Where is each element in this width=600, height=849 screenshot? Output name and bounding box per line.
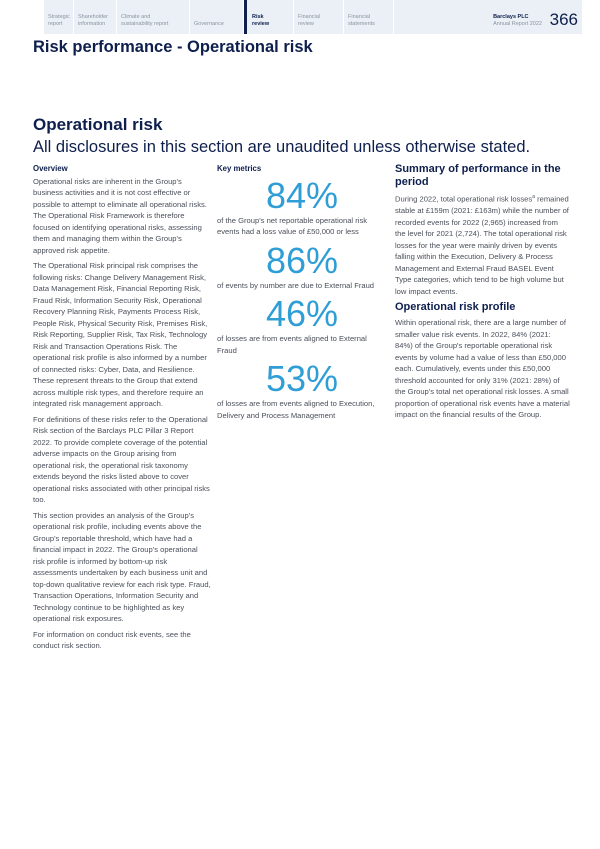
page-number: 366 [549,10,578,29]
nav-financial-review[interactable]: Financial review [294,0,344,34]
summary-column: Summary of performance in the period Dur… [395,163,570,425]
nav-strategic-report[interactable]: Strategic report [44,0,74,34]
metric-text: of losses are from events aligned to Ext… [217,334,367,355]
brand: Barclays PLC Annual Report 2022 [493,14,542,28]
metric-value: 86% [265,239,339,281]
summary-text-start: During 2022, total operational risk loss… [395,194,533,204]
profile-text: Within operational risk, there are a lar… [395,318,570,420]
overview-column: Overview Operational risks are inherent … [33,163,211,656]
overview-paragraph: For definitions of these risks refer to … [33,414,210,505]
overview-paragraph: Operational risks are inherent in the Gr… [33,176,207,255]
nav-governance[interactable]: Governance [190,0,244,34]
metric-text: of the Group's net reportable operationa… [217,215,368,237]
summary-heading: Summary of performance in the period [395,163,561,188]
key-metrics-label: Key metrics [217,164,262,173]
profile-heading: Operational risk profile [395,301,516,314]
footnote-marker: a [532,194,535,200]
metric-text: of events by number are due to External … [217,280,375,290]
metric-value: 84% [265,174,339,216]
nav-climate-report[interactable]: Climate and sustainability report [117,0,190,34]
summary-text: During 2022, total operational risk loss… [395,192,570,297]
nav-risk-review[interactable]: Risk review [244,0,294,34]
summary-text-end: remained stable at £159m (2021: £163m) w… [395,194,569,296]
brand-name: Barclays PLC [493,14,529,20]
overview-label: Overview [33,164,68,173]
overview-paragraph: This section provides an analysis of the… [33,510,211,624]
nav-financial-statements[interactable]: Financial statements [344,0,394,34]
brand-subtitle: Annual Report 2022 [493,21,542,27]
page-title: Risk performance - Operational risk [33,38,313,56]
metric-value: 53% [265,358,339,399]
section-title: Operational risk [33,115,163,134]
overview-paragraph: For information on conduct risk events, … [33,629,191,651]
top-navigation: Strategic report Shareholder information… [44,0,582,34]
metric-text: of losses are from events aligned to Exe… [217,399,375,420]
nav-shareholder-information[interactable]: Shareholder information [74,0,117,34]
metric-value: 46% [265,293,339,334]
overview-paragraph: The Operational Risk principal risk comp… [33,261,208,408]
key-metrics-column: Key metrics 84% of the Group's net repor… [217,163,387,425]
section-subtitle: All disclosures in this section are unau… [33,138,531,156]
